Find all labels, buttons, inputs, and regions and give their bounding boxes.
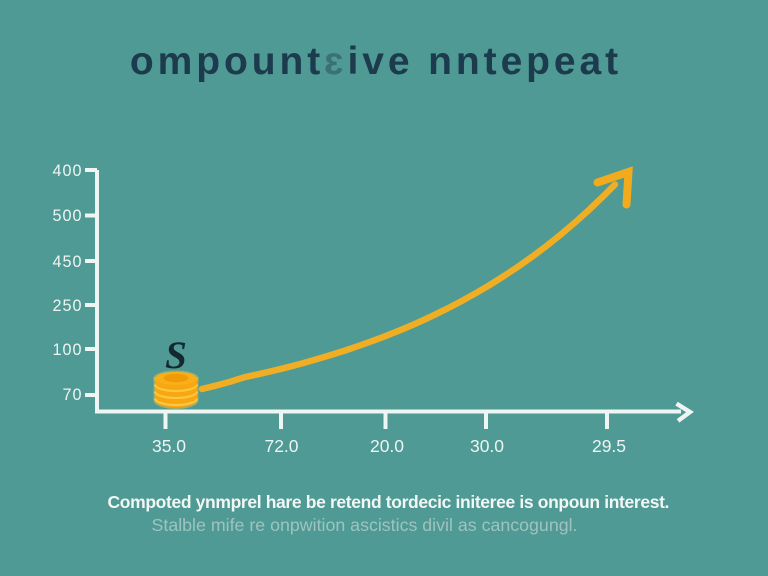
svg-text:S: S <box>165 334 187 377</box>
